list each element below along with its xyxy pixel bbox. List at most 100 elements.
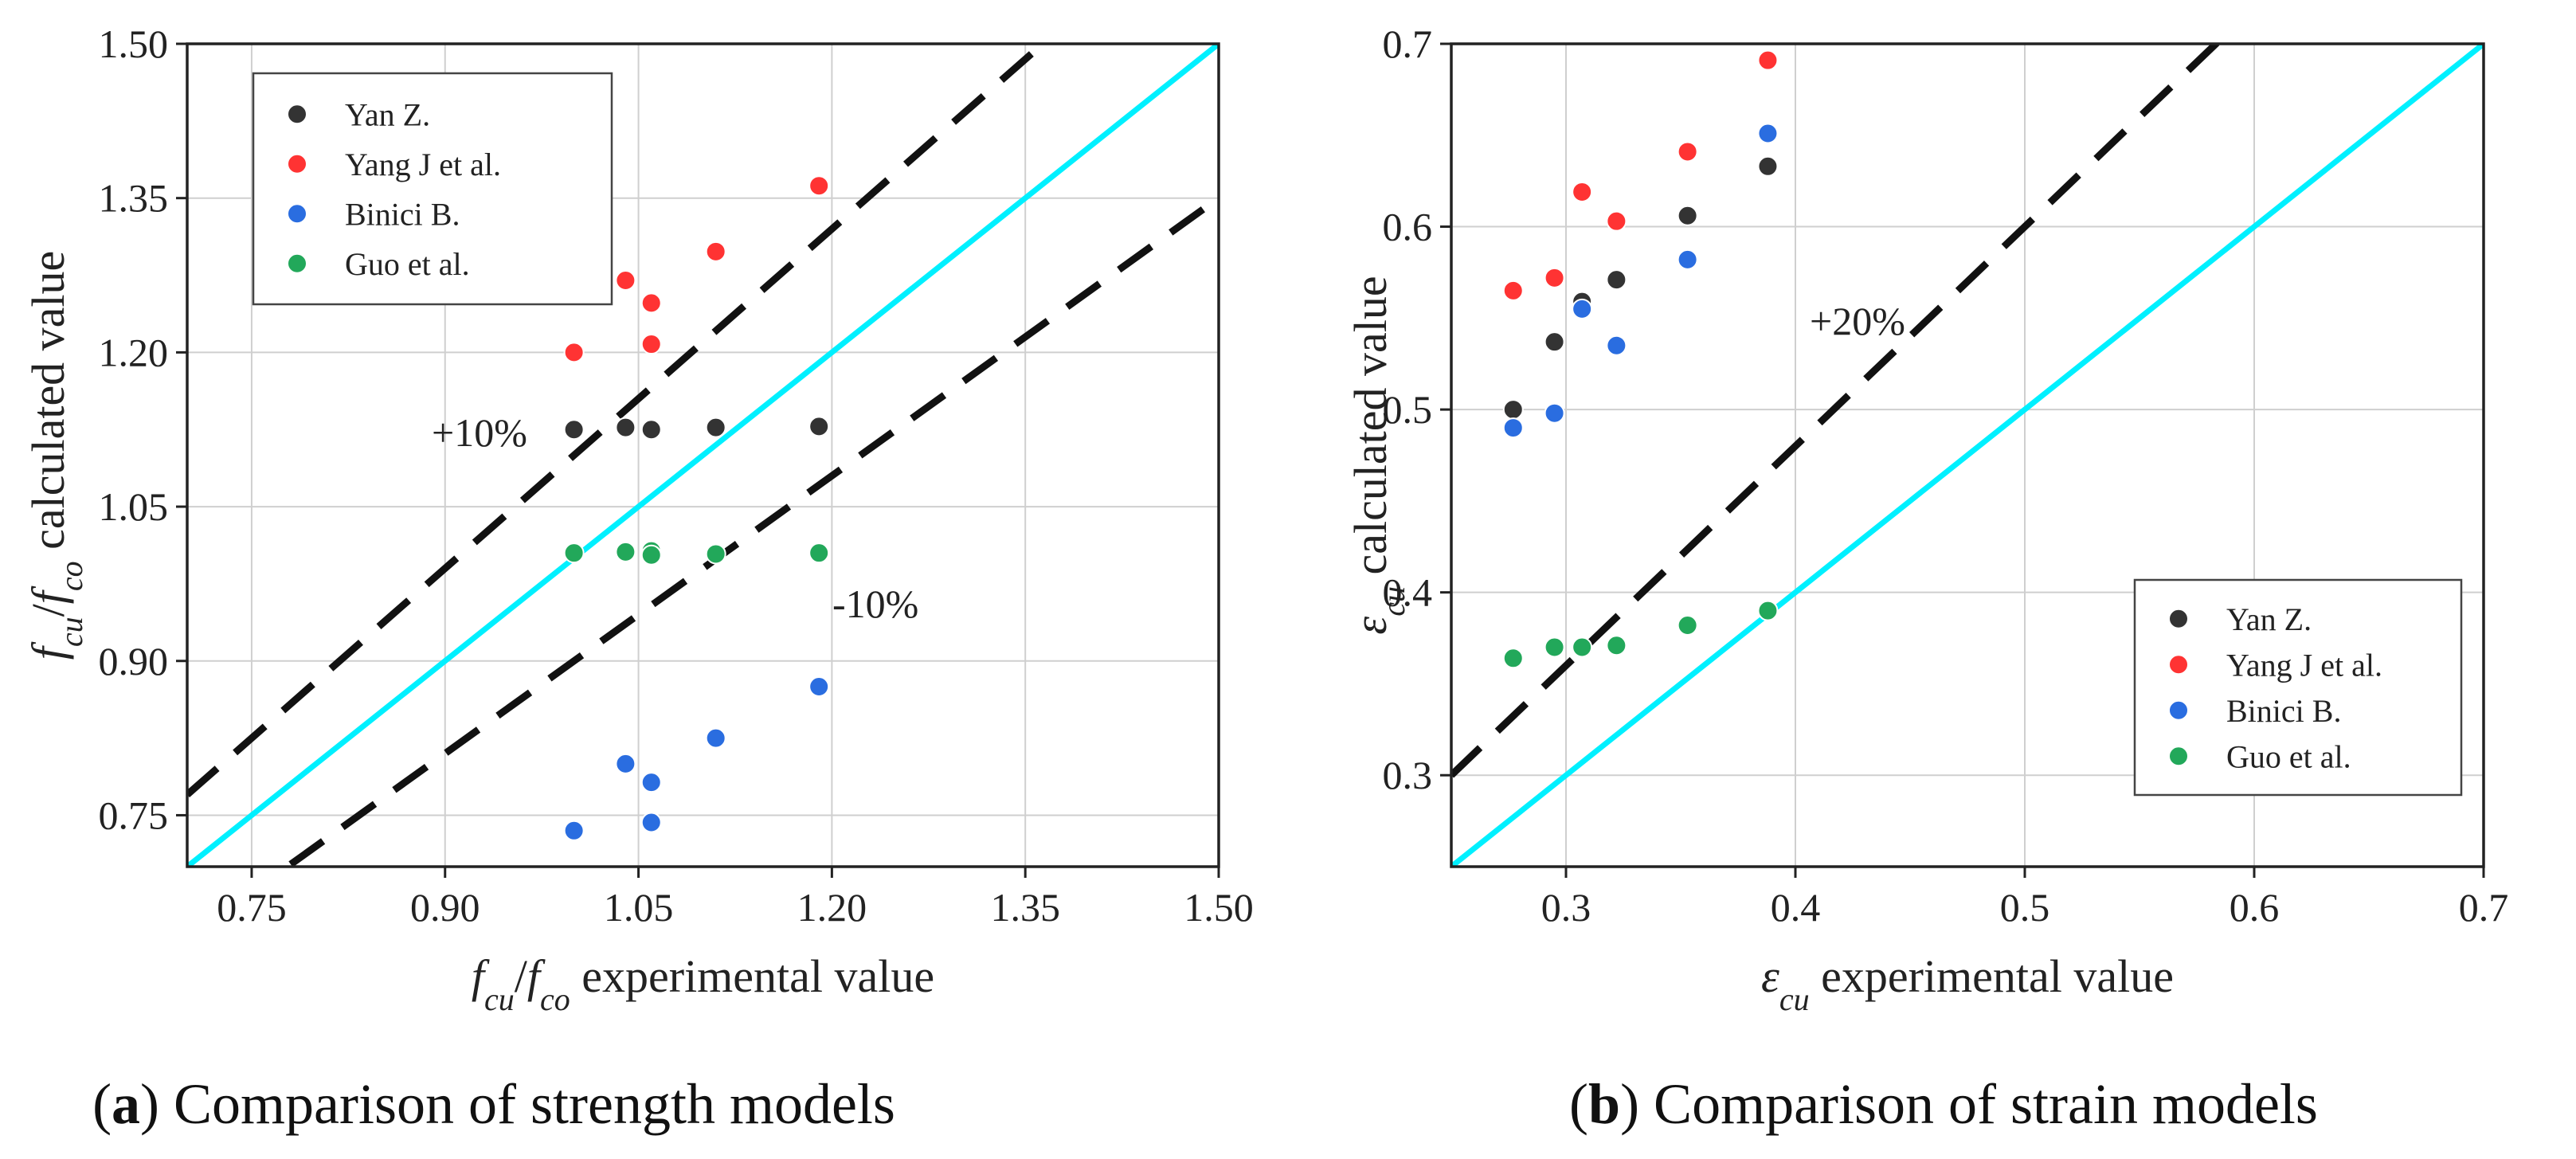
data-point: [1502, 417, 1524, 439]
data-point: [1502, 648, 1524, 669]
data-point: [640, 544, 662, 566]
x-tick-label: 1.20: [797, 885, 867, 930]
y-axis-label: fcu/fco calculated value: [22, 251, 89, 660]
caption-b: (b) Comparison of strain models: [1569, 1072, 2318, 1136]
x-axis-label: εcu experimental value: [1761, 950, 2174, 1017]
plot-area: [1451, 44, 2484, 867]
data-point: [705, 417, 726, 438]
plot-frame: [186, 42, 1220, 868]
data-point: [1544, 636, 1565, 658]
y-tick-label: 0.4: [1383, 570, 1433, 615]
reference-line: [187, 44, 1219, 867]
data-point: [615, 541, 636, 562]
data-point: [1757, 123, 1779, 144]
data-point: [563, 820, 585, 841]
data-point: [615, 417, 636, 438]
data-point: [1606, 210, 1627, 232]
x-tick-label: 1.50: [1184, 885, 1254, 930]
legend-marker: [287, 153, 307, 174]
data-point: [563, 542, 585, 564]
data-point: [1677, 614, 1698, 636]
data-point: [808, 676, 830, 698]
legend-marker: [2168, 654, 2189, 675]
data-point: [1677, 249, 1698, 270]
data-point: [640, 334, 662, 355]
y-tick-label: 0.90: [99, 639, 169, 683]
data-point: [640, 419, 662, 440]
bound-line-plus: [1451, 44, 2222, 778]
data-point: [808, 175, 830, 197]
x-tick-label: 0.90: [410, 885, 480, 930]
bound-annotation: -10%: [832, 581, 918, 626]
bound-line-minus: [281, 195, 1219, 867]
x-tick-label: 0.6: [2230, 885, 2280, 930]
data-point: [705, 241, 726, 262]
data-point: [1544, 267, 1565, 288]
x-tick-label: 0.3: [1541, 885, 1591, 930]
plot-frame: [1450, 42, 2485, 868]
legend-marker: [2168, 699, 2189, 721]
data-point: [640, 812, 662, 833]
data-point: [1677, 141, 1698, 162]
data-point: [705, 727, 726, 749]
data-point: [1544, 331, 1565, 353]
bound-annotation: +10%: [432, 410, 527, 455]
data-point: [563, 419, 585, 440]
y-tick-label: 0.75: [99, 793, 169, 837]
legend-label: Binici B.: [345, 196, 460, 232]
data-point: [640, 772, 662, 793]
legend-marker: [2168, 608, 2189, 629]
legend-label: Yang J et al.: [345, 147, 501, 182]
legend-marker: [2168, 746, 2189, 767]
y-tick-label: 0.6: [1383, 205, 1433, 249]
legend-label: Yan Z.: [345, 96, 430, 132]
x-axis-label: fcu/fco experimental value: [472, 950, 934, 1017]
data-point: [1606, 269, 1627, 291]
legend-marker: [287, 104, 307, 125]
data-point: [1572, 181, 1593, 202]
data-point: [1544, 402, 1565, 424]
y-tick-label: 0.3: [1383, 753, 1433, 797]
legend-box: [2133, 578, 2463, 797]
data-point: [705, 543, 726, 565]
y-tick-label: 1.05: [99, 484, 169, 529]
data-point: [615, 753, 636, 774]
data-point: [808, 542, 830, 564]
y-axis-label: εcu calculated value: [1345, 276, 1411, 634]
x-tick-label: 1.35: [990, 885, 1060, 930]
data-point: [1606, 635, 1627, 656]
reference-line: [1451, 44, 2484, 867]
chart-a-strength-models: 0.75 0.90 1.05 1.20 1.35 1.50 0.75 0.90 1.05 1.20…: [22, 22, 1254, 1017]
y-tick-label: 0.7: [1383, 22, 1433, 66]
y-tick-label: 1.35: [99, 176, 169, 221]
data-point: [1502, 399, 1524, 421]
legend-marker: [287, 203, 307, 225]
data-point: [1757, 600, 1779, 621]
data-point: [1677, 205, 1698, 226]
x-tick-label: 0.75: [217, 885, 287, 930]
data-point: [615, 269, 636, 291]
data-point: [808, 416, 830, 437]
data-point: [1572, 636, 1593, 658]
y-tick-label: 1.20: [99, 330, 169, 374]
legend: Yan Z. Yang J et al. Binici B. Guo et al.: [252, 72, 613, 306]
chart-b-strain-models: 0.3 0.4 0.5 0.6 0.7 0.3 0.4 0.5 0.6 0.7 εcu experi…: [1345, 22, 2509, 1017]
x-tick-label: 0.5: [2000, 885, 2050, 930]
legend-marker: [287, 253, 307, 274]
x-tick-label: 0.4: [1771, 885, 1821, 930]
data-point: [1572, 298, 1593, 319]
data-point: [640, 292, 662, 314]
data-point: [1757, 49, 1779, 71]
x-tick-label: 1.05: [604, 885, 674, 930]
x-tick-label: 0.7: [2459, 885, 2509, 930]
y-tick-label: 0.5: [1383, 387, 1433, 432]
caption-a: (a) Comparison of strength models: [92, 1072, 895, 1136]
y-tick-label: 1.50: [99, 22, 169, 66]
legend-label: Guo et al.: [2226, 738, 2351, 774]
plot-area: [187, 44, 1219, 867]
data-point: [1606, 335, 1627, 356]
legend-label: Yang J et al.: [2226, 647, 2382, 683]
legend: Yan Z. Yang J et al. Binici B. Guo et al.: [2133, 578, 2463, 797]
bound-annotation: +20%: [1810, 299, 1905, 343]
